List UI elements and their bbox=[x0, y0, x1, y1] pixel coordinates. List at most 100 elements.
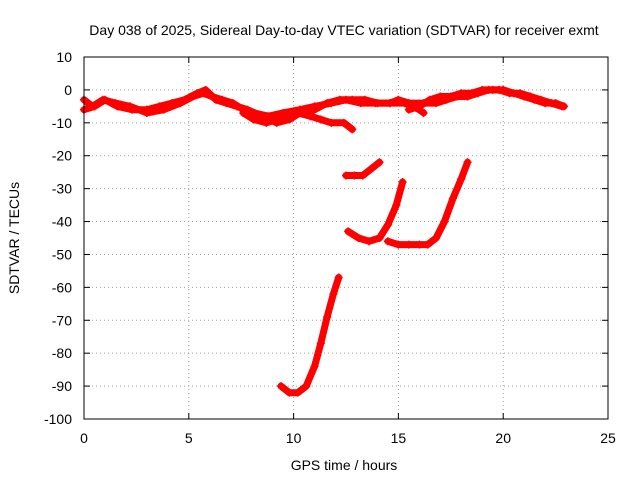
data-point bbox=[415, 240, 424, 249]
data-point bbox=[293, 108, 302, 117]
data-point bbox=[344, 227, 353, 236]
data-point bbox=[499, 85, 508, 94]
data-point bbox=[334, 273, 343, 282]
data-point bbox=[155, 102, 164, 111]
data-point bbox=[520, 92, 529, 101]
data-point bbox=[348, 125, 357, 134]
chart-title: Day 038 of 2025, Sidereal Day-to-day VTE… bbox=[89, 22, 598, 38]
data-point bbox=[100, 95, 109, 104]
data-point bbox=[392, 201, 401, 210]
data-point bbox=[316, 339, 325, 348]
data-point bbox=[365, 237, 374, 246]
data-point bbox=[283, 112, 292, 121]
data-point bbox=[222, 99, 231, 108]
trace-line bbox=[344, 178, 407, 245]
data-point bbox=[277, 382, 286, 391]
data-point bbox=[386, 99, 395, 108]
data-point bbox=[358, 171, 367, 180]
data-point bbox=[375, 234, 384, 242]
x-tick-label: 5 bbox=[185, 430, 193, 446]
data-point bbox=[559, 102, 568, 111]
grid bbox=[84, 57, 608, 419]
data-point bbox=[436, 92, 445, 101]
data-point bbox=[463, 158, 472, 167]
data-point bbox=[375, 158, 384, 167]
data-point bbox=[128, 105, 137, 114]
data-point bbox=[551, 99, 560, 108]
data-point bbox=[180, 95, 189, 104]
x-axis-label: GPS time / hours bbox=[291, 457, 398, 473]
data-point bbox=[423, 240, 432, 249]
y-axis-label: SDTVAR / TECUs bbox=[6, 182, 22, 294]
x-tick-label: 15 bbox=[391, 430, 407, 446]
y-tick-label: -50 bbox=[52, 246, 72, 262]
data-point bbox=[354, 234, 363, 242]
data-point bbox=[90, 102, 99, 111]
y-tick-label: -60 bbox=[52, 279, 72, 295]
data-point bbox=[339, 118, 348, 127]
x-tick-labels: 0 5 10 15 20 25 bbox=[80, 430, 616, 446]
data-point bbox=[142, 105, 151, 114]
trace-line bbox=[405, 86, 568, 114]
data-point bbox=[350, 171, 359, 180]
data-traces bbox=[80, 85, 568, 397]
x-tick-label: 25 bbox=[600, 430, 616, 446]
x-tick-label: 20 bbox=[495, 430, 511, 446]
trace-17h bbox=[383, 158, 472, 249]
data-point bbox=[168, 99, 177, 108]
y-tick-label: 0 bbox=[64, 82, 72, 98]
y-tick-label: 10 bbox=[56, 49, 72, 65]
data-point bbox=[404, 105, 413, 114]
data-point bbox=[293, 388, 302, 397]
data-point bbox=[272, 115, 281, 124]
trace-main-4 bbox=[404, 85, 568, 114]
data-point bbox=[327, 118, 336, 127]
data-point bbox=[457, 174, 466, 183]
data-point bbox=[448, 194, 457, 203]
x-tick-label: 0 bbox=[80, 430, 88, 446]
data-point bbox=[488, 85, 497, 94]
data-point bbox=[310, 105, 319, 114]
y-tick-label: -40 bbox=[52, 214, 72, 230]
y-tick-label: -80 bbox=[52, 345, 72, 361]
data-point bbox=[310, 362, 319, 371]
data-point bbox=[249, 115, 258, 124]
data-point bbox=[398, 178, 407, 187]
y-tick-label: -70 bbox=[52, 312, 72, 328]
data-point bbox=[302, 382, 311, 391]
data-point bbox=[541, 99, 550, 108]
trace-14h bbox=[344, 178, 407, 246]
data-point bbox=[419, 108, 428, 117]
data-point bbox=[323, 99, 332, 108]
y-tick-label: -20 bbox=[52, 148, 72, 164]
data-point bbox=[201, 85, 210, 94]
data-point bbox=[404, 240, 413, 249]
data-point bbox=[306, 112, 315, 121]
data-point bbox=[323, 312, 332, 321]
data-point bbox=[373, 99, 382, 108]
data-point bbox=[193, 89, 202, 98]
data-point bbox=[285, 388, 294, 397]
data-point bbox=[457, 89, 466, 98]
y-tick-label: -90 bbox=[52, 378, 72, 394]
data-point bbox=[530, 95, 539, 104]
data-point bbox=[262, 118, 271, 127]
data-point bbox=[113, 102, 122, 111]
data-point bbox=[335, 95, 344, 104]
data-point bbox=[233, 102, 242, 111]
data-point bbox=[348, 95, 357, 104]
trace-13h bbox=[342, 158, 384, 180]
data-point bbox=[383, 220, 392, 229]
data-point bbox=[329, 289, 338, 298]
data-point bbox=[394, 95, 403, 104]
data-point bbox=[394, 240, 403, 249]
y-tick-labels: 10 0 -10 -20 -30 -40 -50 -60 -70 -80 -90 -100 bbox=[44, 49, 72, 427]
data-point bbox=[239, 108, 248, 117]
data-point bbox=[440, 217, 449, 226]
data-point bbox=[212, 95, 221, 104]
y-tick-label: -10 bbox=[52, 115, 72, 131]
data-point bbox=[342, 171, 350, 180]
data-point bbox=[425, 95, 434, 104]
data-point bbox=[509, 89, 518, 98]
